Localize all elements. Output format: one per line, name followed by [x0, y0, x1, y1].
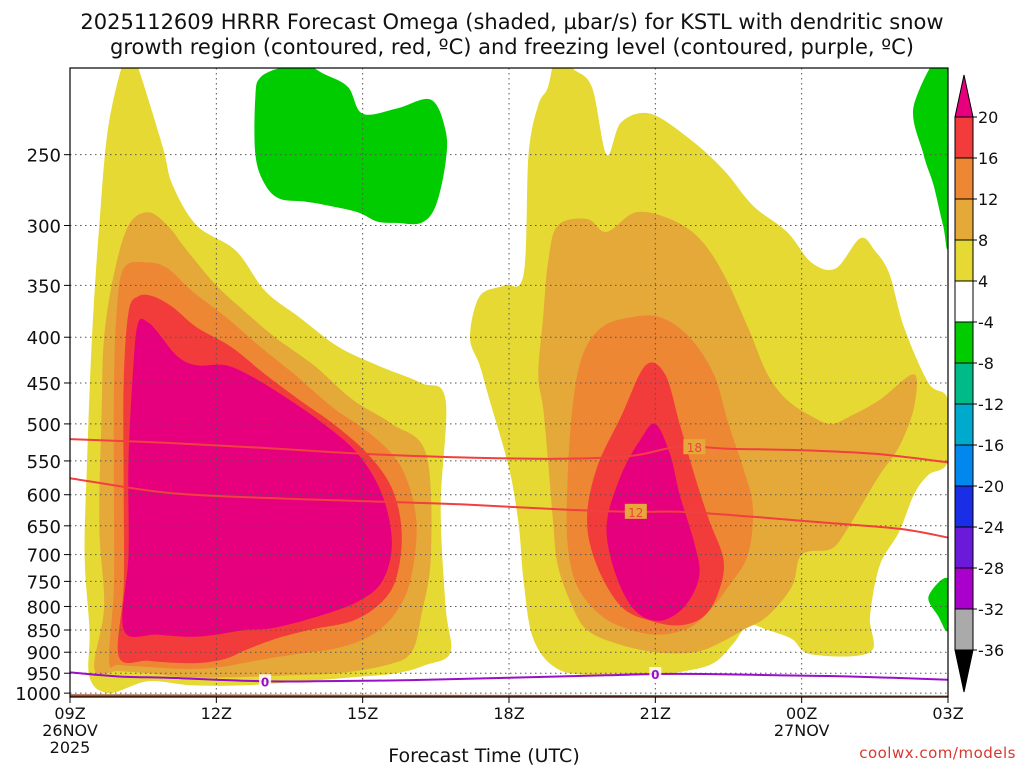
colorbar-band — [954, 403, 974, 446]
grid-layer — [70, 68, 948, 697]
omega-fill-layer — [70, 68, 948, 697]
x-tick-label: 21Z — [640, 704, 671, 723]
colorbar-label: -4 — [978, 313, 994, 332]
y-tick-label: 400 — [27, 328, 61, 349]
colorbar: 20 16 12 8 4 -4 -8 -12 -16 -20 -24 -28 -32 -36 — [954, 74, 1004, 693]
colorbar-band — [954, 526, 974, 569]
dgz-contour--12 — [70, 477, 948, 539]
colorbar-label: 16 — [978, 149, 998, 168]
x-date-label: 26NOV — [42, 721, 98, 740]
colorbar-band — [954, 157, 974, 200]
x-year-label: 2025 — [50, 738, 91, 757]
colorbar-label: -36 — [978, 641, 1004, 660]
freezing-level-label: 0 — [261, 675, 269, 689]
y-tick-label: 700 — [27, 546, 61, 567]
x-tick-label: 18Z — [493, 704, 524, 723]
colorbar-band — [954, 116, 974, 159]
colorbar-label: -28 — [978, 559, 1004, 578]
colorbar-band — [954, 239, 974, 282]
source-credit[interactable]: coolwx.com/models — [859, 744, 1016, 762]
y-tick-label: 600 — [27, 486, 61, 507]
x-axis-title: Forecast Time (UTC) — [388, 745, 579, 767]
y-tick-label: 250 — [27, 146, 61, 167]
y-tick-label: 1000 — [15, 684, 61, 705]
colorbar-band — [954, 444, 974, 487]
dgz-contour-label: 18 — [687, 441, 702, 455]
y-axis: 2503003504004505005506006507007508008509… — [15, 146, 70, 705]
y-tick-label: 500 — [27, 415, 61, 436]
colorbar-bottom-cap — [954, 649, 974, 693]
colorbar-band — [954, 321, 974, 364]
ground-surface — [70, 694, 948, 697]
x-tick-label: 15Z — [347, 704, 378, 723]
colorbar-band — [954, 608, 974, 651]
contour-layer: 18 12 0 0 — [70, 438, 948, 689]
x-date-label: 27NOV — [774, 721, 830, 740]
y-tick-label: 950 — [27, 664, 61, 685]
omega-neg-green-right-top — [913, 68, 948, 250]
chart-title-line-1: 2025112609 HRRR Forecast Omega (shaded, … — [80, 10, 944, 34]
dgz-contour-label: 12 — [628, 506, 643, 520]
y-tick-label: 750 — [27, 572, 61, 593]
chart-title-line-2: growth region (contoured, red, ºC) and f… — [110, 35, 914, 59]
colorbar-label: 4 — [978, 272, 988, 291]
colorbar-label: 8 — [978, 231, 988, 250]
y-tick-label: 650 — [27, 517, 61, 538]
x-tick-label: 00Z — [786, 704, 817, 723]
colorbar-label: -8 — [978, 354, 994, 373]
colorbar-band — [954, 362, 974, 405]
colorbar-label: 20 — [978, 108, 998, 127]
freezing-level-label: 0 — [651, 668, 659, 682]
dgz-contour--18 — [70, 438, 948, 464]
colorbar-label: -24 — [978, 518, 1004, 537]
colorbar-band — [954, 485, 974, 528]
colorbar-label: -12 — [978, 395, 1004, 414]
colorbar-top-cap — [954, 74, 974, 118]
colorbar-band — [954, 567, 974, 610]
omega-neg-green-top — [254, 68, 448, 225]
y-tick-label: 550 — [27, 452, 61, 473]
omega-above-20-system2 — [606, 423, 700, 621]
freezing-label-bg — [649, 667, 662, 682]
y-tick-label: 300 — [27, 216, 61, 237]
colorbar-label: 12 — [978, 190, 998, 209]
y-tick-label: 850 — [27, 621, 61, 642]
freezing-level-contour — [70, 671, 948, 683]
y-tick-label: 800 — [27, 597, 61, 618]
y-tick-label: 350 — [27, 276, 61, 297]
colorbar-label: -16 — [978, 436, 1004, 455]
y-tick-label: 450 — [27, 374, 61, 395]
colorbar-band — [954, 198, 974, 241]
dgz-label-bg — [624, 503, 647, 519]
y-tick-label: 900 — [27, 643, 61, 664]
x-tick-label: 12Z — [201, 704, 232, 723]
freezing-label-bg — [259, 674, 272, 689]
omega-above-20-system1 — [122, 318, 392, 638]
colorbar-band — [954, 280, 974, 323]
colorbar-label: -32 — [978, 600, 1004, 619]
dgz-label-bg — [683, 439, 706, 455]
omega-neg-green-right-low — [928, 577, 948, 632]
x-tick-label: 09Z — [54, 704, 85, 723]
x-tick-label: 03Z — [932, 704, 963, 723]
colorbar-label: -20 — [978, 477, 1004, 496]
